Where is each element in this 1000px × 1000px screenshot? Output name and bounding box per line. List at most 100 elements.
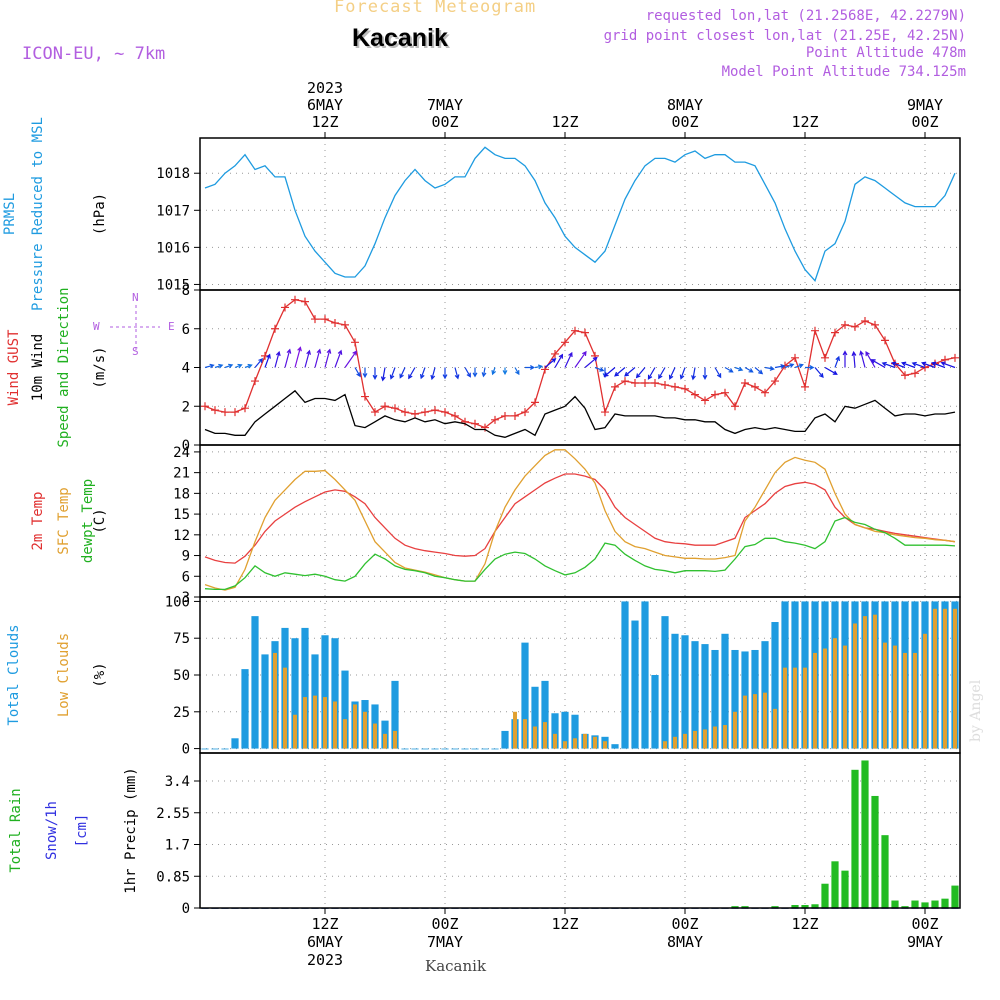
- bar-low-clouds: [823, 648, 827, 749]
- panel-label: [cm]: [74, 814, 90, 848]
- bar-low-clouds: [903, 652, 907, 749]
- wind-arrow: [464, 367, 471, 378]
- bar-total-clouds: [651, 675, 659, 749]
- bar-total-clouds: [441, 748, 449, 750]
- y-axis-label: (hPa): [92, 193, 108, 235]
- point-altitude: Point Altitude 478m: [805, 45, 966, 61]
- bar-total-clouds: [391, 680, 399, 749]
- gust-marker: [641, 379, 649, 387]
- bar-low-clouds: [563, 741, 567, 749]
- tick-label-y: 1016: [156, 240, 190, 256]
- bar-total-rain: [841, 870, 849, 908]
- tick-label-y: 1017: [156, 203, 190, 219]
- panel-5: [194, 752, 961, 909]
- bar-total-clouds: [321, 635, 329, 749]
- gust-marker: [871, 320, 879, 329]
- wind-arrow: [430, 367, 436, 381]
- wind-arrow: [805, 365, 815, 370]
- wind-arrow: [901, 361, 916, 369]
- y-axis-label: (%): [92, 662, 108, 687]
- bar-total-rain: [821, 883, 829, 908]
- panel-2: [110, 289, 961, 446]
- gust-marker: [551, 349, 559, 358]
- tick-label-y: 9: [182, 549, 190, 565]
- gust-marker: [431, 406, 439, 415]
- bar-low-clouds: [803, 667, 807, 749]
- bar-total-clouds: [681, 635, 689, 749]
- gust-marker: [311, 315, 319, 324]
- meteogram-title: Forecast Meteogram: [334, 0, 537, 17]
- bar-low-clouds: [913, 652, 917, 749]
- gust-marker: [361, 392, 369, 401]
- gust-marker: [461, 417, 469, 426]
- wind-arrow: [362, 367, 368, 379]
- bar-low-clouds: [703, 729, 707, 749]
- bar-total-clouds: [301, 627, 309, 749]
- wind-arrow: [734, 366, 744, 372]
- gust-marker: [501, 411, 509, 420]
- bar-total-clouds: [421, 748, 429, 750]
- tick-label-y: 0.85: [156, 869, 190, 885]
- gust-marker: [401, 408, 409, 417]
- wind-arrow: [481, 367, 487, 378]
- bar-total-clouds: [641, 601, 649, 749]
- bar-total-rain: [811, 904, 819, 908]
- bar-low-clouds: [753, 694, 757, 749]
- gust-marker: [581, 328, 589, 337]
- wind-arrow: [635, 367, 646, 379]
- bar-total-clouds: [531, 686, 539, 749]
- gust-marker: [861, 317, 869, 325]
- wind-arrow: [204, 363, 215, 369]
- gust-marker: [901, 371, 909, 380]
- wind-arrow: [940, 361, 956, 369]
- wind-arrow: [254, 357, 264, 368]
- model-altitude: Model Point Altitude 734.125m: [721, 64, 966, 80]
- bar-total-clouds: [341, 670, 349, 749]
- bar-total-clouds: [251, 616, 259, 749]
- time-label-bottom: 00Z: [671, 915, 698, 933]
- wind-arrow: [754, 367, 764, 375]
- bar-low-clouds: [783, 667, 787, 749]
- line-dewpt-temp: [204, 516, 956, 591]
- tick-label-y: 2.55: [156, 806, 190, 822]
- bar-total-clouds: [201, 748, 209, 750]
- bar-total-rain: [901, 906, 909, 908]
- y-axis-label: (m/s): [92, 346, 108, 388]
- bar-total-clouds: [771, 622, 779, 749]
- bar-total-clouds: [411, 748, 419, 750]
- line-wind-gust: [204, 299, 956, 429]
- bar-total-clouds: [731, 649, 739, 749]
- time-label-bottom: 00Z: [911, 915, 938, 933]
- bar-low-clouds: [933, 608, 937, 749]
- bar-low-clouds: [763, 692, 767, 749]
- wind-arrow: [544, 357, 557, 368]
- gust-marker: [291, 295, 299, 304]
- bar-low-clouds: [713, 726, 717, 749]
- wind-arrow: [534, 364, 544, 370]
- tick-label-y: 1.7: [165, 838, 190, 854]
- wind-arrow: [274, 350, 281, 368]
- tick-label-y: 24: [173, 445, 190, 461]
- wind-arrow: [408, 367, 416, 380]
- gust-marker: [691, 390, 699, 399]
- bar-total-clouds: [261, 654, 269, 749]
- panel-label: PRMSL: [2, 193, 18, 235]
- panel-label: Low Clouds: [56, 633, 72, 717]
- panel-label: SFC Temp: [56, 487, 72, 554]
- tick-label-y: 0: [182, 901, 190, 917]
- bar-total-rain: [881, 835, 889, 908]
- gust-marker: [271, 324, 279, 333]
- bar-low-clouds: [833, 638, 837, 749]
- bar-low-clouds: [883, 642, 887, 749]
- wind-arrow: [244, 363, 253, 369]
- bar-total-clouds: [501, 730, 509, 749]
- gust-marker: [611, 382, 619, 391]
- gust-marker: [531, 398, 539, 407]
- gust-marker: [651, 379, 659, 387]
- tick-label-y: 2: [182, 399, 190, 415]
- bar-total-clouds: [611, 744, 619, 749]
- wind-arrow: [334, 349, 343, 368]
- gust-marker: [341, 320, 349, 329]
- wind-arrow: [380, 367, 386, 382]
- wind-arrow: [214, 363, 224, 369]
